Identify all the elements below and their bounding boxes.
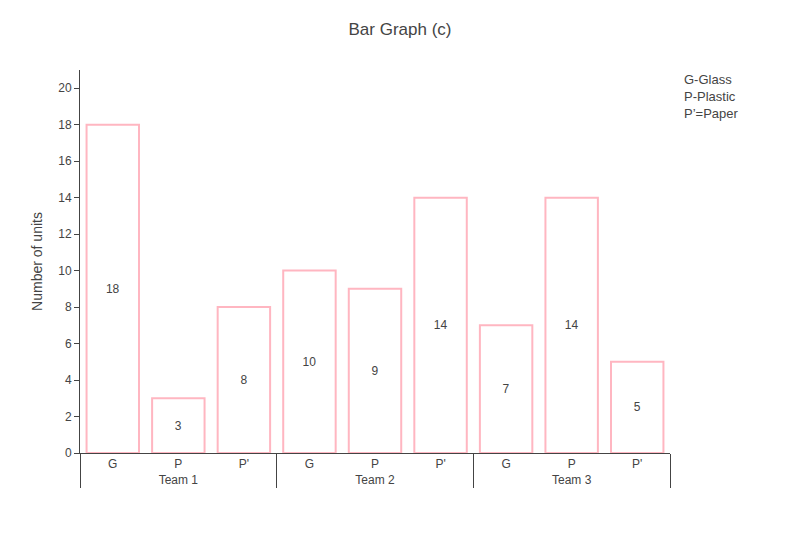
svg-text:8: 8 <box>65 300 72 314</box>
svg-text:P: P <box>174 457 182 471</box>
svg-text:14: 14 <box>58 191 72 205</box>
svg-text:P: P <box>371 457 379 471</box>
svg-text:Team 1: Team 1 <box>159 473 199 487</box>
svg-text:7: 7 <box>503 382 510 396</box>
svg-text:3: 3 <box>175 419 182 433</box>
svg-text:G: G <box>501 457 510 471</box>
svg-text:P': P' <box>239 457 249 471</box>
svg-text:P': P' <box>435 457 445 471</box>
svg-text:18: 18 <box>106 282 120 296</box>
svg-text:2: 2 <box>65 410 72 424</box>
svg-text:G: G <box>305 457 314 471</box>
svg-text:12: 12 <box>58 227 72 241</box>
svg-text:8: 8 <box>240 373 247 387</box>
svg-text:5: 5 <box>634 400 641 414</box>
svg-text:P': P' <box>632 457 642 471</box>
svg-text:4: 4 <box>65 373 72 387</box>
svg-text:9: 9 <box>372 364 379 378</box>
svg-text:6: 6 <box>65 337 72 351</box>
svg-text:14: 14 <box>434 318 448 332</box>
svg-text:P: P <box>568 457 576 471</box>
svg-text:14: 14 <box>565 318 579 332</box>
svg-text:0: 0 <box>65 446 72 460</box>
svg-text:G: G <box>108 457 117 471</box>
svg-text:Bar Graph (c): Bar Graph (c) <box>349 20 452 39</box>
svg-text:Team 2: Team 2 <box>355 473 395 487</box>
svg-text:20: 20 <box>58 81 72 95</box>
svg-text:G-GlassP-PlasticP’=Paper: G-GlassP-PlasticP’=Paper <box>684 72 739 121</box>
svg-text:18: 18 <box>58 118 72 132</box>
svg-text:Team 3: Team 3 <box>552 473 592 487</box>
svg-text:16: 16 <box>58 154 72 168</box>
svg-text:Number of units: Number of units <box>29 212 45 311</box>
svg-text:10: 10 <box>58 264 72 278</box>
svg-text:10: 10 <box>303 355 317 369</box>
